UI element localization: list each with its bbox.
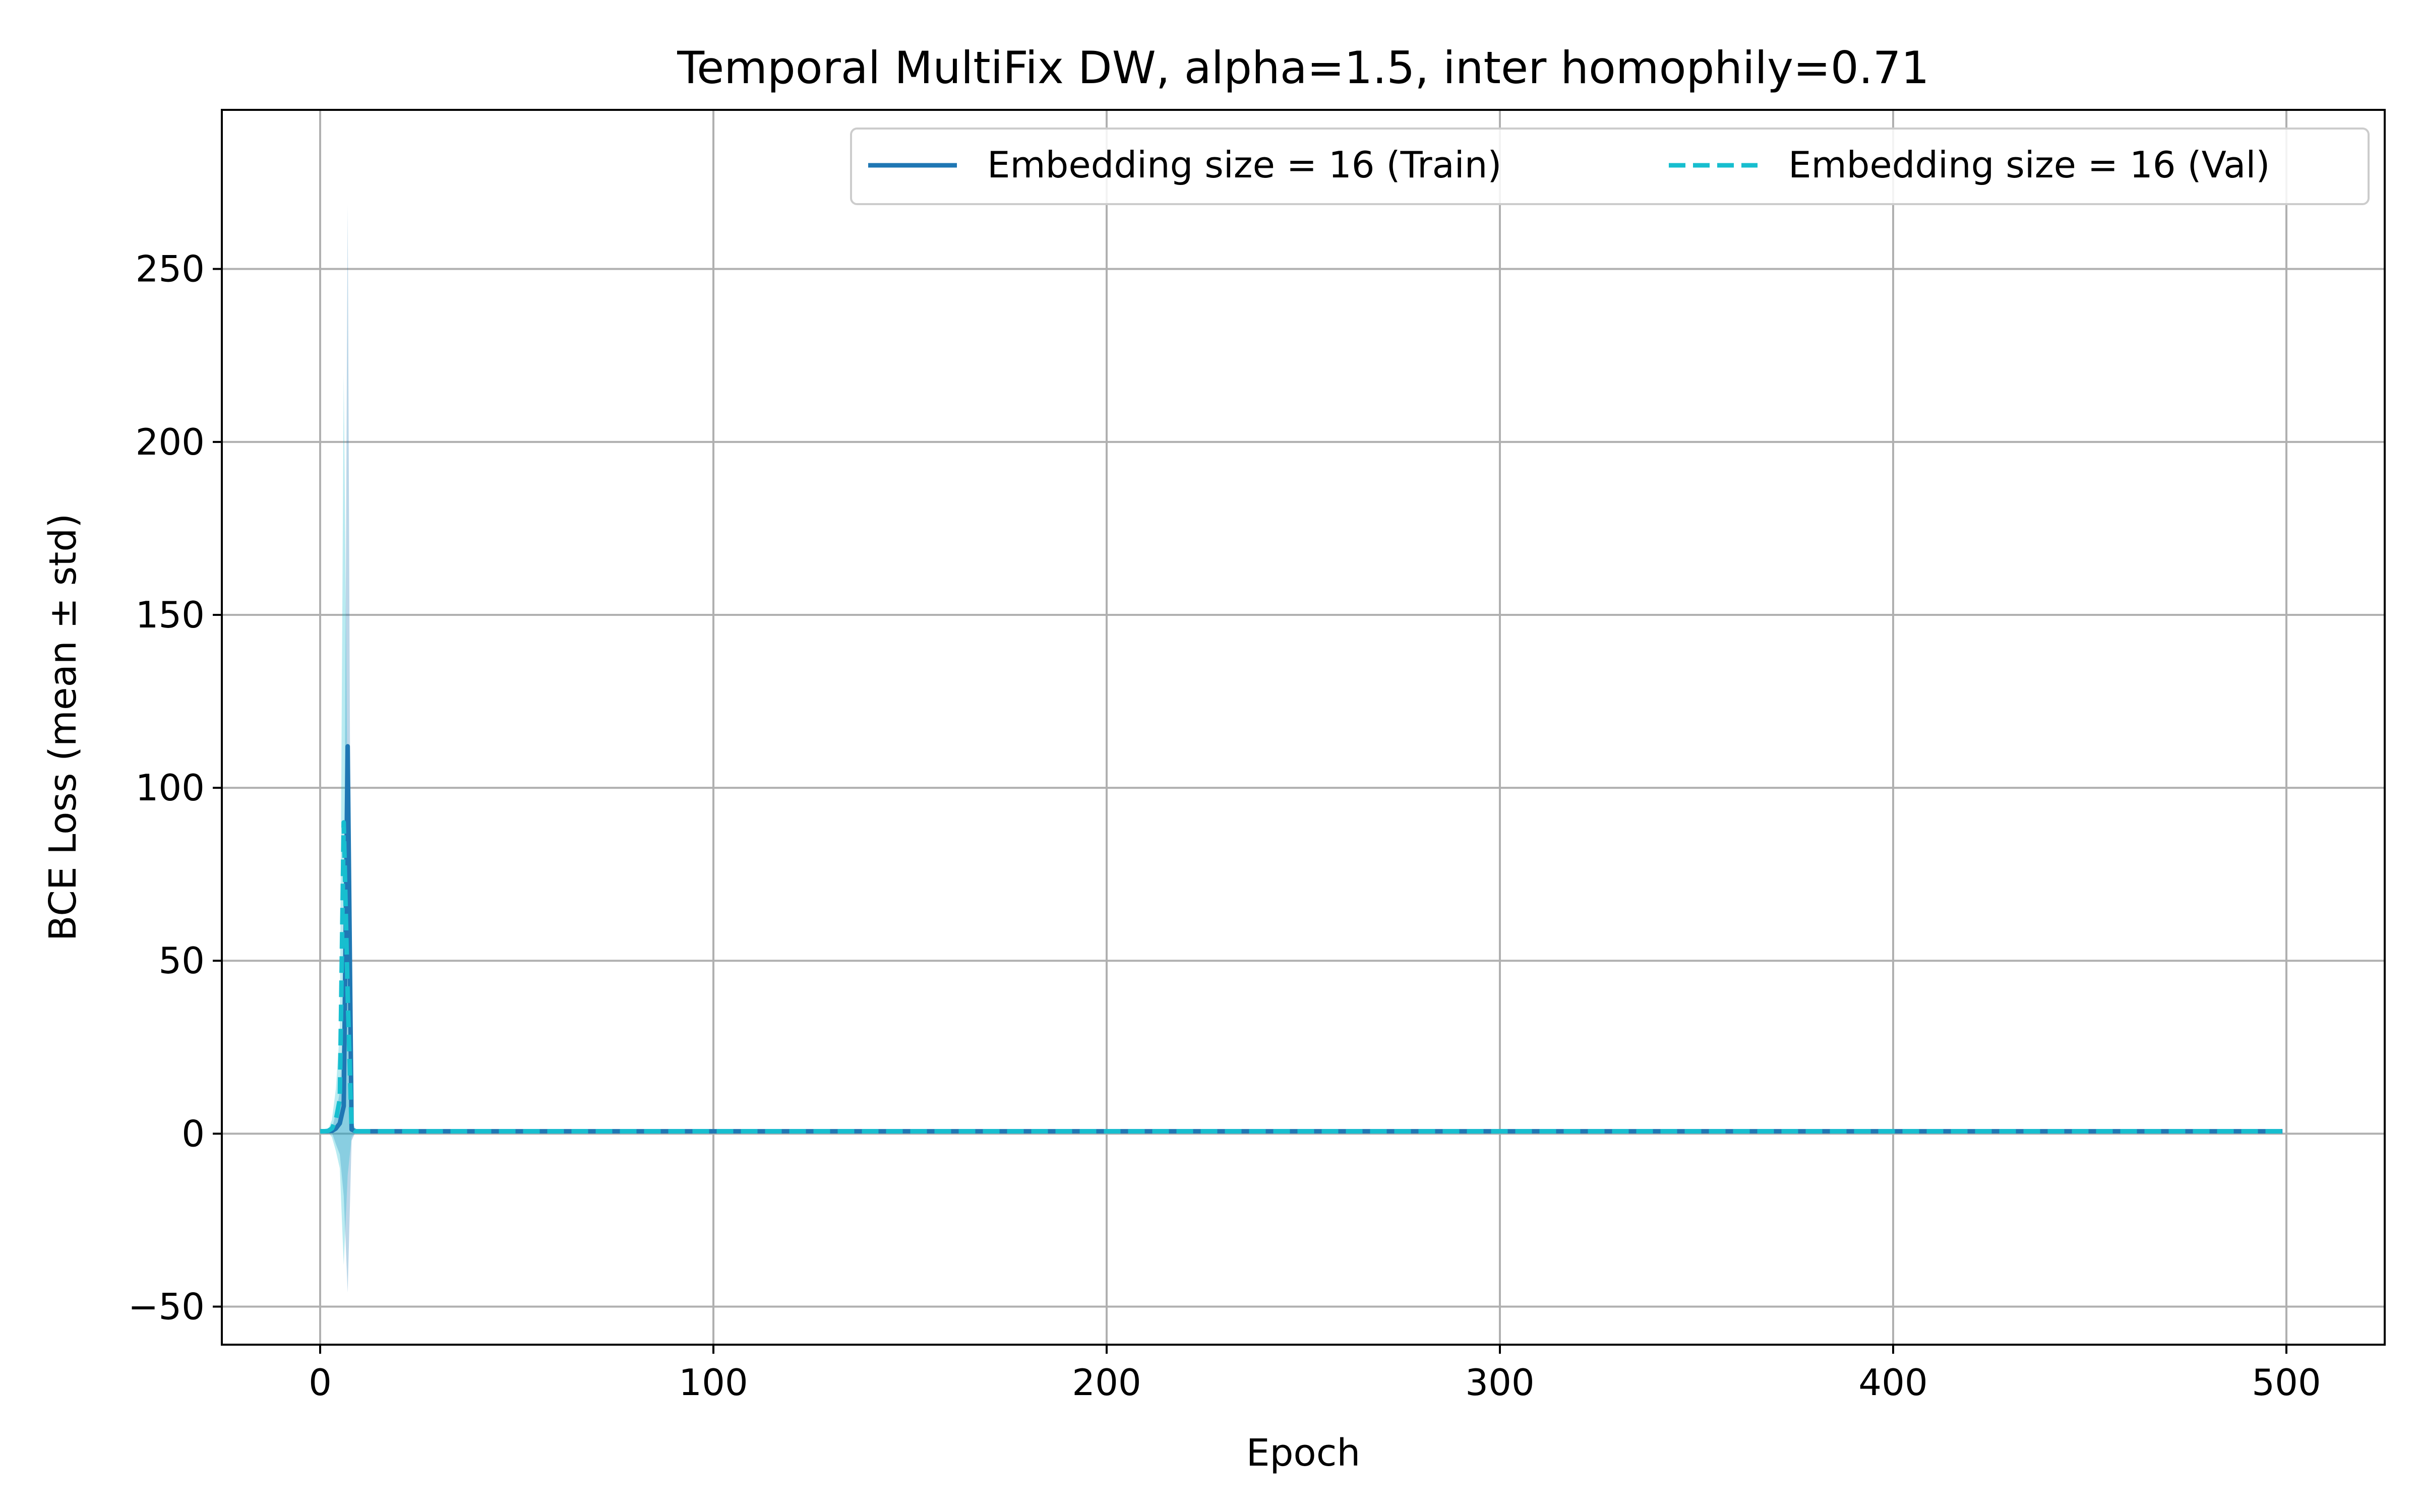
legend-label-train: Embedding size = 16 (Train) (987, 144, 1501, 186)
y-tick-label: 0 (182, 1112, 205, 1155)
y-axis-ticks: −50 0 50 100 150 200 250 (128, 248, 222, 1328)
y-tick-label: 50 (158, 939, 205, 982)
grid (222, 110, 2385, 1345)
series-lines (320, 744, 2283, 1134)
legend-label-val: Embedding size = 16 (Val) (1788, 144, 2270, 186)
y-tick-label: 100 (136, 767, 205, 809)
x-tick-label: 300 (1465, 1361, 1534, 1404)
y-tick-label: 200 (136, 421, 205, 463)
y-tick-label: 250 (136, 248, 205, 290)
x-axis-label: Epoch (1246, 1431, 1361, 1475)
legend-box (850, 128, 2370, 205)
chart-title: Temporal MultiFix DW, alpha=1.5, inter h… (677, 42, 1929, 94)
legend: Embedding size = 16 (Train) Embedding si… (850, 128, 2370, 205)
x-tick-label: 100 (679, 1361, 748, 1404)
y-tick-label: 150 (136, 594, 205, 636)
plot-frame (221, 109, 2386, 1346)
x-tick-label: 200 (1072, 1361, 1141, 1404)
y-tick-label: −50 (128, 1286, 205, 1328)
x-tick-label: 0 (309, 1361, 332, 1404)
series-line-1 (320, 820, 2283, 1134)
y-axis-label: BCE Loss (mean ± std) (41, 514, 85, 941)
x-axis-ticks: 0 100 200 300 400 500 (309, 1345, 2321, 1404)
x-tick-label: 400 (1858, 1361, 1927, 1404)
x-tick-label: 500 (2252, 1361, 2321, 1404)
